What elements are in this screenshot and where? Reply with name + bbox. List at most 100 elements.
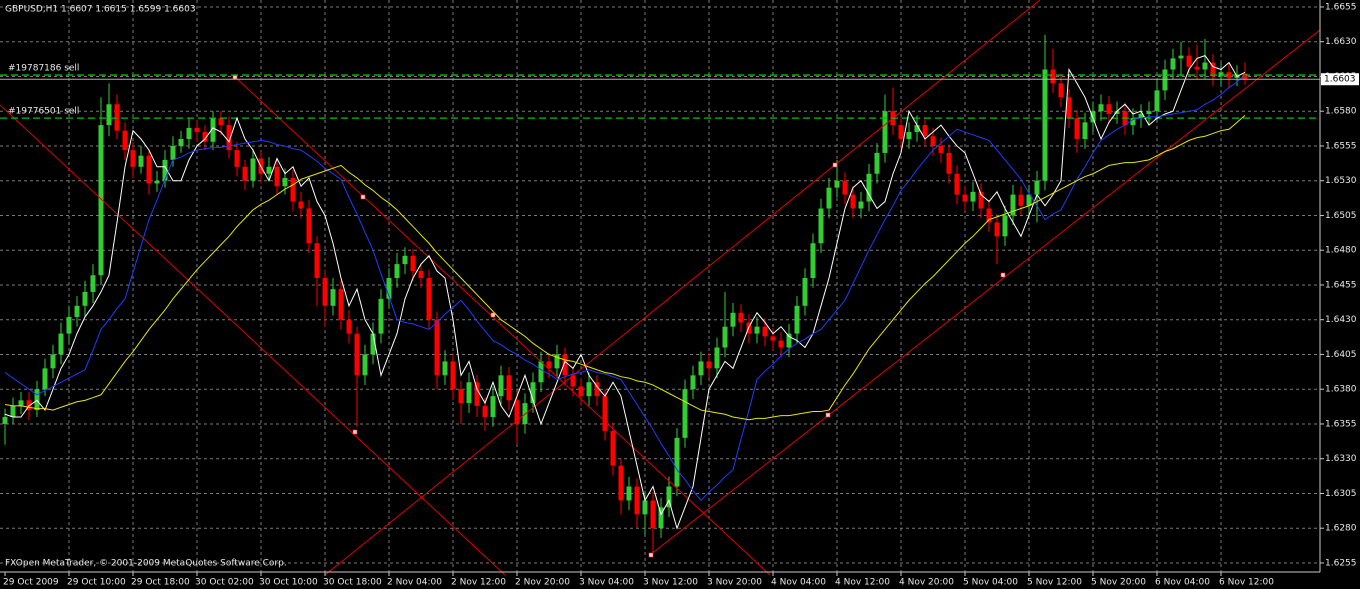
candle-body — [506, 375, 512, 401]
y-tick-label: 1.6405 — [1325, 350, 1357, 360]
candle-body — [530, 382, 536, 404]
candle-body — [394, 264, 400, 279]
candle-body — [1042, 69, 1048, 181]
candle-body — [1002, 215, 1008, 237]
x-tick-label: 29 Oct 18:00 — [131, 578, 190, 588]
candle-body — [1066, 97, 1072, 119]
candle-body — [330, 289, 336, 306]
candle-body — [482, 405, 488, 418]
candle-body — [874, 152, 880, 174]
candle-body — [1226, 72, 1232, 78]
anchor-point — [825, 412, 831, 418]
candle-body — [186, 127, 192, 140]
order-label: #19787186 sell — [8, 64, 79, 74]
x-tick-label: 3 Nov 04:00 — [579, 578, 634, 588]
candle-body — [986, 208, 992, 223]
candle-body — [2, 417, 8, 424]
candle-body — [930, 136, 936, 146]
candle-body — [26, 400, 32, 411]
candle-body — [954, 173, 960, 195]
candle-body — [42, 368, 48, 390]
candle-body — [586, 382, 592, 397]
candle-body — [282, 177, 288, 187]
candle-body — [770, 336, 776, 341]
candle-body — [922, 125, 928, 137]
candle-body — [706, 361, 712, 369]
candle-body — [914, 125, 920, 133]
y-tick-label: 1.6280 — [1325, 524, 1357, 534]
candle-body — [466, 382, 472, 404]
candle-body — [210, 118, 216, 142]
candle-body — [122, 130, 128, 151]
x-tick-label: 4 Nov 04:00 — [771, 578, 826, 588]
candle-body — [682, 389, 688, 438]
x-tick-label: 6 Nov 12:00 — [1219, 578, 1274, 588]
candle-body — [810, 243, 816, 279]
candle-body — [1114, 111, 1120, 114]
indicator-line — [4, 55, 1246, 530]
candle-body — [946, 152, 952, 174]
candle-body — [610, 430, 616, 466]
candle-body — [738, 312, 744, 323]
candle-body — [1010, 194, 1016, 216]
candle-body — [202, 132, 208, 142]
candle-body — [410, 255, 416, 272]
anchor-point — [832, 162, 838, 168]
candle-body — [290, 177, 296, 202]
y-tick-label: 1.6480 — [1325, 246, 1357, 256]
candle-body — [690, 375, 696, 390]
candle-body — [978, 191, 984, 209]
candle-body — [562, 354, 568, 376]
candle-body — [442, 361, 448, 376]
candle-body — [1058, 83, 1064, 98]
x-tick-label: 4 Nov 12:00 — [835, 578, 890, 588]
candle-body — [1130, 118, 1136, 126]
candle-body — [802, 278, 808, 306]
candle-body — [658, 507, 664, 529]
candle-body — [434, 319, 440, 376]
y-tick-label: 1.6355 — [1325, 419, 1357, 429]
candle-body — [242, 166, 248, 181]
candle-body — [514, 400, 520, 424]
x-tick-label: 5 Nov 12:00 — [1027, 578, 1082, 588]
candle-body — [650, 500, 656, 529]
candle-body — [826, 187, 832, 209]
candle-body — [402, 255, 408, 265]
candle-body — [82, 291, 88, 306]
candle-body — [594, 382, 600, 397]
candle-body — [554, 354, 560, 369]
candle-body — [858, 201, 864, 209]
chart-title: GBPUSD,H1 1.6607 1.6615 1.6599 1.6603 — [5, 5, 196, 15]
candle-body — [666, 486, 672, 508]
x-tick-label: 3 Nov 12:00 — [643, 578, 698, 588]
candle-body — [1178, 55, 1184, 59]
candle-body — [226, 125, 232, 151]
candle-body — [970, 191, 976, 202]
candle-body — [1202, 62, 1208, 70]
candle-body — [634, 486, 640, 515]
indicator-line — [4, 114, 1246, 421]
y-tick-label: 1.6330 — [1325, 454, 1357, 464]
candle-body — [138, 155, 144, 167]
y-tick-label: 1.6380 — [1325, 385, 1357, 395]
candle-body — [386, 278, 392, 299]
candle-body — [146, 155, 152, 184]
candle-body — [74, 305, 80, 317]
candle-body — [578, 386, 584, 397]
candle-body — [306, 208, 312, 244]
x-tick-label: 30 Oct 10:00 — [259, 578, 318, 588]
x-tick-label: 2 Nov 12:00 — [451, 578, 506, 588]
candle-body — [674, 437, 680, 487]
x-tick-label: 29 Oct 10:00 — [67, 578, 126, 588]
anchor-point — [360, 194, 366, 200]
candle-body — [1098, 104, 1104, 112]
x-tick-label: 6 Nov 04:00 — [1155, 578, 1210, 588]
candle-body — [234, 150, 240, 167]
candle-body — [162, 159, 168, 181]
anchor-point — [352, 429, 358, 435]
candle-body — [1162, 69, 1168, 91]
candle-body — [1026, 194, 1032, 206]
candle-body — [354, 333, 360, 376]
